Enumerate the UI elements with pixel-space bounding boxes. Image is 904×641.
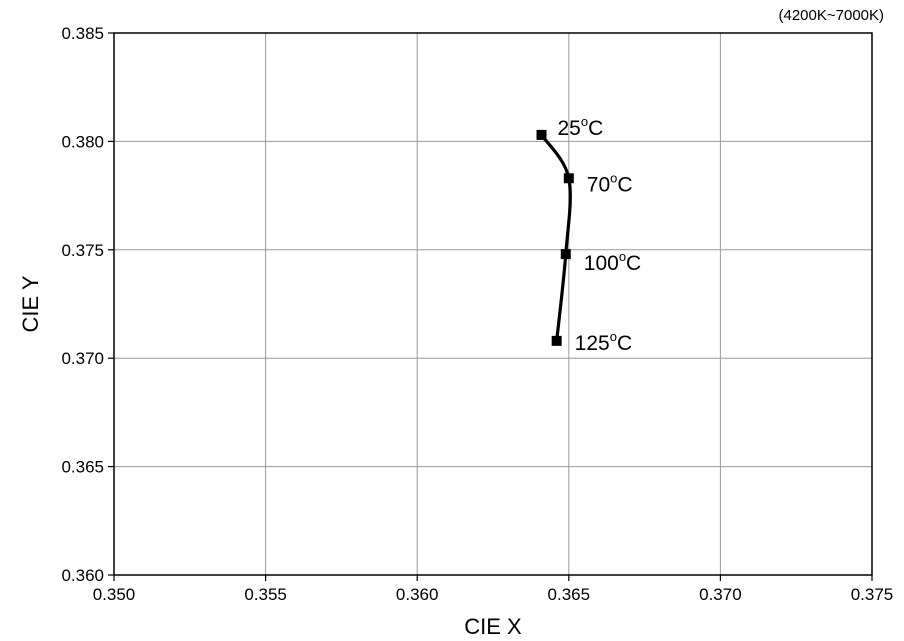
data-point-marker [551, 335, 562, 346]
degree-symbol: o [610, 329, 617, 344]
x-tick-label: 0.360 [396, 585, 439, 604]
temperature-value: 70 [587, 173, 610, 196]
series-line [539, 133, 572, 343]
degree-symbol: o [619, 249, 626, 264]
temperature-value: 25 [558, 117, 581, 140]
data-point-marker [536, 129, 547, 140]
temperature-label: 25oC [558, 114, 604, 140]
cct-range-note: (4200K~7000K) [779, 7, 885, 24]
x-tick-labels: 0.350 0.355 0.360 0.365 0.370 0.375 [93, 585, 894, 604]
temperature-unit: C [617, 332, 632, 355]
temperature-value: 100 [584, 252, 619, 275]
y-axis-title: CIE Y [18, 275, 43, 332]
temperature-label: 70oC [587, 170, 633, 196]
data-point-marker [563, 173, 574, 184]
y-tick-label: 0.360 [61, 566, 104, 585]
x-tick-label: 0.370 [699, 585, 742, 604]
degree-symbol: o [581, 114, 588, 129]
y-tick-labels: 0.360 0.365 0.370 0.375 0.380 0.385 [61, 24, 104, 585]
temperature-label: 125oC [575, 329, 632, 355]
tick-marks [108, 32, 873, 581]
temperature-label: 100oC [584, 249, 641, 275]
y-tick-label: 0.380 [61, 132, 104, 151]
temperature-unit: C [588, 117, 603, 140]
y-tick-label: 0.370 [61, 349, 104, 368]
x-axis-title: CIE X [464, 614, 522, 639]
x-tick-label: 0.355 [244, 585, 287, 604]
y-tick-label: 0.365 [61, 458, 104, 477]
grid-lines [114, 33, 872, 575]
x-tick-label: 0.375 [851, 585, 894, 604]
temperature-unit: C [626, 252, 641, 275]
data-point-marker [560, 249, 571, 260]
x-tick-label: 0.365 [548, 585, 591, 604]
y-tick-label: 0.385 [61, 24, 104, 43]
temperature-value: 125 [575, 332, 610, 355]
y-tick-label: 0.375 [61, 241, 104, 260]
x-tick-label: 0.350 [93, 585, 136, 604]
data-markers [536, 129, 574, 346]
degree-symbol: o [610, 170, 617, 185]
plot-frame [113, 32, 873, 576]
temperature-unit: C [617, 173, 632, 196]
